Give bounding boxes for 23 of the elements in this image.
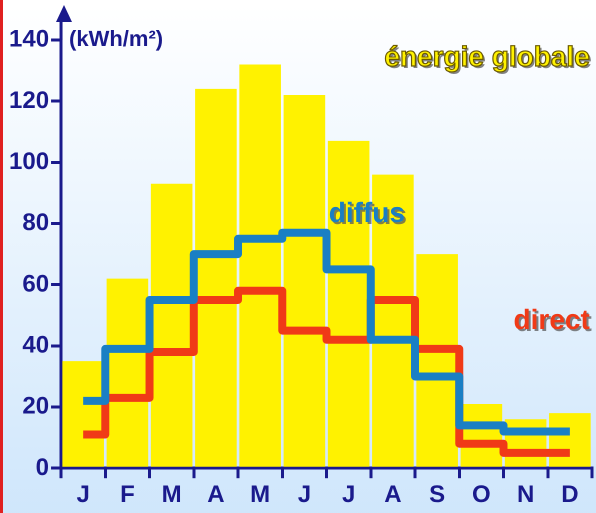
x-tick-label: D	[561, 481, 579, 508]
y-tick-label: 40	[22, 331, 50, 358]
x-tick-label: A	[207, 481, 225, 508]
x-tick-label: M	[162, 481, 182, 508]
x-tick-label: A	[384, 481, 402, 508]
x-tick-label: F	[120, 481, 135, 508]
y-tick-label: 0	[36, 454, 50, 481]
x-tick-label: J	[298, 481, 312, 508]
x-tick-label: J	[342, 481, 356, 508]
x-tick-label: O	[472, 481, 491, 508]
y-tick-label: 60	[22, 270, 50, 298]
x-tick-label: S	[429, 481, 446, 508]
y-axis-title: (kWh/m²)	[69, 26, 164, 52]
x-tick-label: J	[76, 481, 90, 508]
text: énergie globale	[384, 41, 590, 72]
text: direct	[514, 304, 590, 336]
x-tick-label: N	[516, 481, 534, 508]
y-tick-label: 20	[22, 392, 50, 420]
x-tick-label: M	[250, 481, 270, 508]
y-tick-label: 120	[8, 86, 50, 114]
y-tick-label: 100	[8, 148, 50, 175]
y-tick-label: 80	[22, 209, 50, 236]
y-tick-label: 140	[8, 26, 50, 53]
